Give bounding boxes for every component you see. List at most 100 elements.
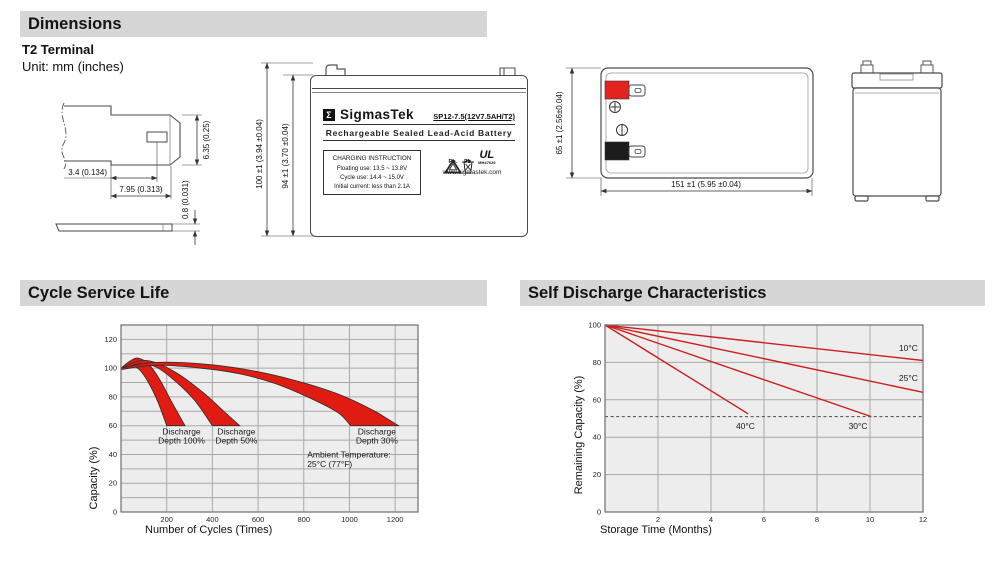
series-label: 10°C (899, 343, 918, 353)
y-axis-title: Remaining Capacity (%) (573, 376, 585, 495)
self-discharge-header: Self Discharge Characteristics (520, 280, 985, 306)
recycle-pb-icon: Pb. (443, 158, 462, 174)
x-tick-label: 6 (762, 515, 766, 524)
self-discharge-title: Self Discharge Characteristics (528, 284, 767, 302)
negative-mark (616, 124, 628, 136)
side-view-cover (851, 72, 943, 89)
band-discharge-depth-100- (120, 357, 186, 427)
charging-instruction-box: CHARGING INSTRUCTION Floating use: 13.5 … (323, 150, 421, 196)
y-tick-label: 80 (109, 392, 117, 401)
positive-mark (609, 101, 621, 113)
terminal-dimension-lines (64, 114, 202, 199)
ul-mark-icon: UL MH47629 (478, 149, 496, 166)
dimensions-title: Dimensions (28, 15, 122, 33)
sigmastek-logo-icon: Σ (323, 108, 335, 121)
side-view-body (852, 87, 942, 197)
negative-faston-tab (628, 145, 646, 158)
x-tick-label: 600 (252, 515, 265, 524)
dim-height-94: 94 ±1 (3.70 ±0.04) (281, 123, 290, 189)
y-tick-label: 20 (109, 479, 117, 488)
dim-3-4: 3.4 (0.134) (68, 168, 107, 177)
y-tick-label: 20 (593, 470, 601, 479)
chart-annotation: Ambient Temperature: (307, 449, 390, 459)
battery-label-brand-row: Σ SigmasTek SP12-7.5(12V7.5AH/T2) (323, 107, 515, 125)
battery-front-view: Σ SigmasTek SP12-7.5(12V7.5AH/T2) Rechar… (310, 63, 528, 237)
series-line-30°C (604, 324, 872, 418)
x-tick-label: 8 (815, 515, 819, 524)
side-view-terminals (860, 60, 934, 74)
band-label: Depth 100% (158, 435, 205, 445)
x-tick-label: 2 (656, 515, 660, 524)
band-label: Discharge (217, 426, 256, 436)
battery-top-view: 65 ±1 (2.56±0.04) 151 ±1 (5.95 ±0.04) (555, 67, 814, 196)
battery-front-cover-line (312, 89, 526, 93)
charging-line-2: Cycle use: 14.4 ~ 15.0V (340, 174, 404, 181)
negative-terminal-black (604, 141, 630, 161)
y-tick-label: 80 (593, 358, 601, 367)
series-label: 25°C (899, 373, 918, 383)
side-view-foot-right (925, 195, 940, 202)
series-label: 30°C (849, 421, 868, 431)
x-tick-label: 12 (919, 515, 927, 524)
x-tick-label: 400 (206, 515, 219, 524)
charging-title: CHARGING INSTRUCTION (332, 155, 412, 162)
positive-faston-tab (628, 84, 646, 97)
battery-type-text: Rechargeable Sealed Lead-Acid Battery (323, 125, 515, 141)
cycle-title: Cycle Service Life (28, 284, 170, 302)
dim-length-151: 151 ±1 (5.95 ±0.04) (671, 180, 741, 189)
y-tick-label: 0 (113, 508, 117, 517)
y-tick-label: 0 (597, 508, 601, 517)
cycle-service-life-header: Cycle Service Life (20, 280, 487, 306)
band-label: Discharge (358, 426, 397, 436)
website-text: www.sigmastek.com (442, 169, 502, 176)
series-label: 40°C (736, 421, 755, 431)
dimensions-section-header: Dimensions (20, 11, 487, 37)
plot-border (120, 324, 419, 513)
x-tick-label: 4 (709, 515, 713, 524)
x-axis-title: Storage Time (Months) (600, 524, 712, 536)
band-label: Discharge (162, 426, 201, 436)
dim-6-35: 6.35 (0.25) (202, 120, 211, 159)
x-tick-label: 800 (298, 515, 311, 524)
side-view-handle-recess (879, 73, 914, 81)
battery-label-lower: CHARGING INSTRUCTION Floating use: 13.5 … (323, 149, 515, 196)
gridlines (121, 325, 418, 512)
band-label: Depth 30% (356, 435, 398, 445)
x-tick-label: 200 (160, 515, 173, 524)
terminal-tab-top-view (61, 102, 181, 170)
crossed-bin-pb-icon: Pb (461, 159, 474, 174)
model-number: SP12-7.5(12V7.5AH/T2) (433, 112, 515, 121)
y-tick-label: 60 (109, 421, 117, 430)
terminal-blade-side (55, 223, 173, 232)
dim-height-100: 100 ±1 (3.94 ±0.04) (255, 119, 264, 189)
x-tick-label: 1200 (387, 515, 404, 524)
band-label: Depth 50% (215, 435, 257, 445)
top-view-outer-case (600, 67, 814, 179)
y-tick-label: 40 (593, 433, 601, 442)
unit-label: Unit: mm (inches) (22, 59, 124, 74)
battery-front-cover (312, 76, 526, 89)
dim-7-95: 7.95 (0.313) (119, 185, 162, 194)
band-discharge-depth-30- (120, 361, 401, 427)
top-view-inner-rim (605, 72, 809, 174)
terminal-type-label: T2 Terminal (22, 42, 95, 57)
y-tick-label: 100 (104, 364, 117, 373)
y-tick-label: 60 (593, 395, 601, 404)
side-view-foot-left (854, 195, 869, 202)
break-line (61, 102, 67, 170)
dim-0-8: 0.8 (0.031) (181, 180, 190, 219)
x-axis-title: Number of Cycles (Times) (145, 524, 272, 536)
terminal-side-profile (55, 210, 200, 245)
series-line-40°C (604, 324, 749, 415)
chart-annotation: 25°C (77°F) (307, 459, 352, 469)
front-view-dimensions: 100 ±1 (3.94 ±0.04) 94 ±1 (3.70 ±0.04) (255, 62, 313, 237)
terminal-detail-drawing: 3.4 (0.134) 7.95 (0.313) 6.35 (0.25) 0.8… (55, 102, 211, 245)
y-tick-label: 100 (588, 321, 601, 330)
charging-line-3: Initial current: less than 2.1A (334, 183, 410, 190)
front-dim-lines (261, 62, 313, 237)
gridlines (605, 325, 923, 512)
front-terminal-left (325, 64, 346, 77)
brand-name: SigmasTek (340, 107, 414, 122)
